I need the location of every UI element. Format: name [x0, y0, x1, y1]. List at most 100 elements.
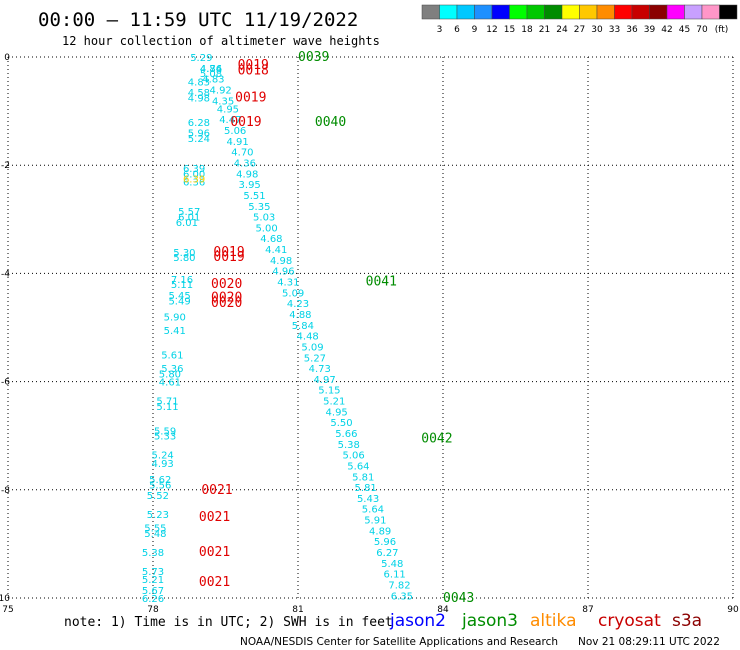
pass-label-14: 0021	[201, 483, 232, 498]
colorbar-unit: (ft)	[715, 25, 729, 35]
swh-label-31: 5.15	[318, 386, 340, 397]
swh-label-7: 5.06	[224, 126, 246, 137]
swh-label-85: 5.52	[147, 491, 169, 502]
colorbar-label-7: 24	[556, 25, 568, 35]
mission-legend: jason2 jason3 altika cryosat s3a	[389, 611, 702, 631]
swh-label-28: 5.27	[304, 353, 326, 364]
swh-label-10: 4.36	[234, 158, 256, 169]
colorbar-label-13: 42	[661, 25, 672, 35]
pass-label-5: 0019	[238, 58, 269, 73]
swh-label-17: 4.68	[260, 234, 282, 245]
swh-label-6: 4.47	[219, 115, 241, 126]
colorbar-swatch-15	[684, 4, 703, 20]
grid-lines	[7, 56, 734, 599]
pass-label-1: 0040	[315, 115, 346, 130]
swh-label-42: 5.64	[362, 505, 384, 516]
swh-label-0: 5.29	[190, 53, 212, 64]
swh-label-52: 5.08	[200, 69, 222, 80]
colorbar-swatch-9	[579, 4, 598, 20]
swh-label-26: 4.48	[297, 332, 319, 343]
swh-label-9: 4.70	[231, 148, 253, 159]
x-tick-label-2: 81	[292, 605, 303, 615]
colorbar-swatch-3	[474, 4, 493, 20]
colorbar-swatch-7	[544, 4, 563, 20]
colorbar-label-10: 33	[609, 25, 620, 35]
swh-label-50: 6.35	[391, 591, 413, 602]
mission-jason2: jason2	[389, 611, 446, 631]
pass-label-15: 0021	[199, 510, 230, 525]
swh-label-40: 5.81	[355, 483, 377, 494]
swh-label-21: 4.31	[277, 278, 299, 289]
swh-label-35: 5.66	[335, 429, 357, 440]
colorbar-label-8: 27	[574, 25, 585, 35]
swh-label-74: 5.36	[161, 364, 183, 375]
y-tick-label-0: 0	[4, 53, 10, 63]
swh-label-93: 6.26	[142, 594, 164, 605]
swh-label-48: 6.11	[384, 570, 406, 581]
swh-label-92: 5.67	[142, 586, 164, 597]
x-tick-label-5: 90	[727, 605, 739, 615]
colorbar-label-4: 15	[504, 25, 515, 35]
colorbar-label-3: 12	[486, 25, 497, 35]
swh-label-61: 6.36	[183, 177, 205, 188]
swh-label-79: 5.59	[154, 426, 176, 437]
colorbar-label-14: 45	[679, 25, 690, 35]
pass-label-3: 0042	[421, 431, 452, 446]
swh-label-25: 5.84	[292, 321, 314, 332]
swh-label-70: 5.49	[168, 296, 190, 307]
swh-label-83: 5.62	[149, 475, 171, 486]
swh-label-14: 5.35	[248, 202, 270, 213]
swh-label-22: 5.09	[282, 288, 304, 299]
swh-label-86: 5.23	[147, 510, 169, 521]
swh-label-5: 4.95	[217, 104, 239, 115]
swh-label-71: 5.90	[164, 313, 186, 324]
swh-label-1: 4.74	[200, 64, 222, 75]
mission-jason3: jason3	[461, 611, 518, 631]
colorbar-label-5: 18	[521, 25, 533, 35]
y-tick-label-3: -6	[1, 378, 10, 388]
colorbar-swatch-4	[491, 4, 510, 20]
swh-label-75: 5.80	[159, 369, 181, 380]
swh-label-45: 5.96	[374, 537, 396, 548]
pass-label-12: 0020	[211, 291, 242, 306]
chart-title: 00:00 – 11:59 UTC 11/19/2022	[38, 9, 358, 31]
data-labels: 5.294.744.834.924.354.954.475.064.914.70…	[142, 53, 413, 605]
swh-label-84: 5.56	[149, 480, 171, 491]
swh-label-39: 5.81	[352, 472, 374, 483]
swh-label-27: 5.09	[301, 342, 323, 353]
swh-label-33: 4.95	[326, 407, 348, 418]
credit-left: NOAA/NESDIS Center for Satellite Applica…	[240, 636, 558, 648]
pass-label-0: 0039	[298, 50, 329, 65]
swh-label-29: 4.73	[309, 364, 331, 375]
swh-label-18: 4.41	[265, 245, 287, 256]
swh-label-51: 4.86	[200, 64, 222, 75]
colorbar-swatch-0	[421, 4, 440, 20]
x-tick-label-3: 84	[437, 605, 449, 615]
x-tick-label-1: 78	[147, 605, 159, 615]
swh-label-3: 4.92	[210, 85, 232, 96]
x-tick-label-4: 87	[582, 605, 593, 615]
pass-label-17: 0021	[199, 575, 230, 590]
colorbar-swatch-14	[666, 4, 685, 20]
colorbar-label-12: 39	[644, 25, 656, 35]
swh-label-20: 4.96	[272, 267, 294, 278]
swh-label-44: 4.89	[369, 526, 391, 537]
colorbar-swatch-13	[649, 4, 668, 20]
swh-label-72: 5.41	[164, 326, 186, 337]
swh-label-69: 5.45	[168, 291, 190, 302]
swh-label-37: 5.06	[342, 451, 364, 462]
pass-time-labels: 0039004000410042004300190018001900190019…	[199, 50, 474, 606]
swh-label-55: 4.98	[188, 94, 210, 105]
credit-right: Nov 21 08:29:11 UTC 2022	[578, 636, 720, 648]
colorbar-swatch-6	[526, 4, 545, 20]
swh-label-63: 6.01	[178, 213, 200, 224]
pass-label-9: 0019	[213, 245, 244, 260]
swh-label-23: 4.23	[287, 299, 309, 310]
pass-label-4: 0043	[443, 591, 474, 606]
y-tick-label-2: -4	[1, 269, 10, 279]
swh-label-56: 6.28	[188, 118, 210, 129]
swh-label-82: 4.93	[152, 459, 174, 470]
colorbar-swatch-12	[631, 4, 650, 20]
swh-label-36: 5.38	[338, 440, 360, 451]
